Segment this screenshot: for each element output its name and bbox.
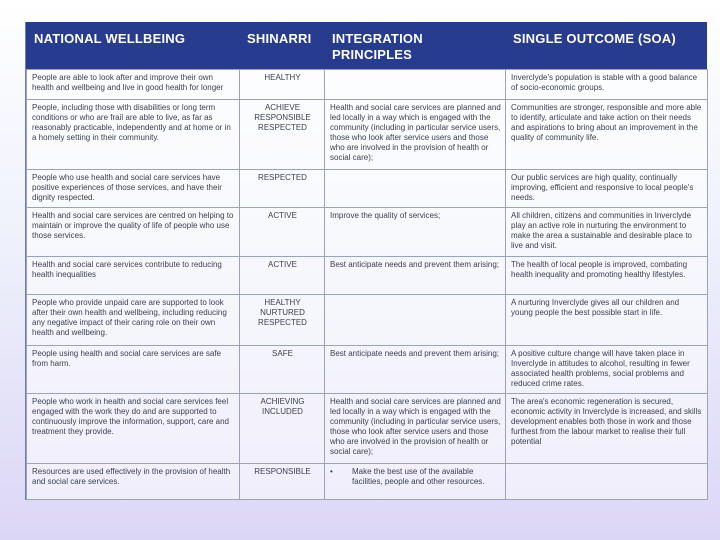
header-national-wellbeing: NATIONAL WELLBEING xyxy=(34,31,186,46)
shinarri-cell: ACHIEVING INCLUDED xyxy=(239,393,325,464)
wellbeing-cell: People are able to look after and improv… xyxy=(26,69,240,100)
shinarri-cell: SAFE xyxy=(239,345,325,394)
shinarri-cell: ACTIVE xyxy=(239,256,325,295)
wellbeing-cell: People who work in health and social car… xyxy=(26,393,240,464)
wellbeing-cell: People using health and social care serv… xyxy=(26,345,240,394)
table-row: Health and social care services contribu… xyxy=(26,256,708,295)
bullet-list-item: • Make the best use of the available fac… xyxy=(330,467,501,487)
shinarri-cell: HEALTHY NURTURED RESPECTED xyxy=(239,294,325,346)
table-row: Health and social care services are cent… xyxy=(26,207,708,257)
soa-cell: The area's economic regeneration is secu… xyxy=(505,393,708,464)
bullet-glyph: • xyxy=(330,467,333,476)
integration-cell: Improve the quality of services; xyxy=(324,207,506,257)
header-shinarri: SHINARRI xyxy=(247,31,312,46)
table-row: Resources are used effectively in the pr… xyxy=(26,463,708,500)
table-row: People who work in health and social car… xyxy=(26,393,708,464)
wellbeing-cell: Health and social care services are cent… xyxy=(26,207,240,257)
wellbeing-cell: Health and social care services contribu… xyxy=(26,256,240,295)
integration-cell xyxy=(324,169,506,208)
table-row: People who provide unpaid care are suppo… xyxy=(26,294,708,346)
wellbeing-cell: People, including those with disabilitie… xyxy=(26,99,240,170)
soa-cell: A positive culture change will have take… xyxy=(505,345,708,394)
shinarri-cell: ACTIVE xyxy=(239,207,325,257)
wellbeing-cell: People who use health and social care se… xyxy=(26,169,240,208)
wellbeing-cell: Resources are used effectively in the pr… xyxy=(26,463,240,500)
table-row: People, including those with disabilitie… xyxy=(26,99,708,170)
header-single-outcome: SINGLE OUTCOME (SOA) xyxy=(513,31,676,46)
shinarri-cell: ACHIEVE RESPONSIBLE RESPECTED xyxy=(239,99,325,170)
shinarri-cell: RESPECTED xyxy=(239,169,325,208)
integration-cell: Best anticipate needs and prevent them a… xyxy=(324,345,506,394)
integration-cell xyxy=(324,69,506,100)
soa-cell: Our public services are high quality, co… xyxy=(505,169,708,208)
soa-cell: All children, citizens and communities i… xyxy=(505,207,708,257)
table-row: People who use health and social care se… xyxy=(26,169,708,208)
bullet-text: Make the best use of the available facil… xyxy=(352,467,485,486)
outcomes-table-slide: NATIONAL WELLBEING SHINARRI INTEGRATION … xyxy=(25,22,708,500)
integration-cell: Health and social care services are plan… xyxy=(324,99,506,170)
shinarri-cell: HEALTHY xyxy=(239,69,325,100)
integration-cell: Best anticipate needs and prevent them a… xyxy=(324,256,506,295)
soa-cell: A nurturing Inverclyde gives all our chi… xyxy=(505,294,708,346)
soa-cell xyxy=(505,463,708,500)
outcomes-table: People are able to look after and improv… xyxy=(26,69,708,500)
soa-cell: Inverclyde's population is stable with a… xyxy=(505,69,708,100)
table-row: People using health and social care serv… xyxy=(26,345,708,394)
integration-cell: Health and social care services are plan… xyxy=(324,393,506,464)
soa-cell: Communities are stronger, responsible an… xyxy=(505,99,708,170)
integration-cell: • Make the best use of the available fac… xyxy=(324,463,506,500)
integration-cell xyxy=(324,294,506,346)
wellbeing-cell: People who provide unpaid care are suppo… xyxy=(26,294,240,346)
soa-cell: The health of local people is improved, … xyxy=(505,256,708,295)
shinarri-cell: RESPONSIBLE xyxy=(239,463,325,500)
header-integration-principles: INTEGRATION PRINCIPLES xyxy=(332,31,423,62)
table-row: People are able to look after and improv… xyxy=(26,69,708,100)
table-header-row: NATIONAL WELLBEING SHINARRI INTEGRATION … xyxy=(26,22,707,69)
